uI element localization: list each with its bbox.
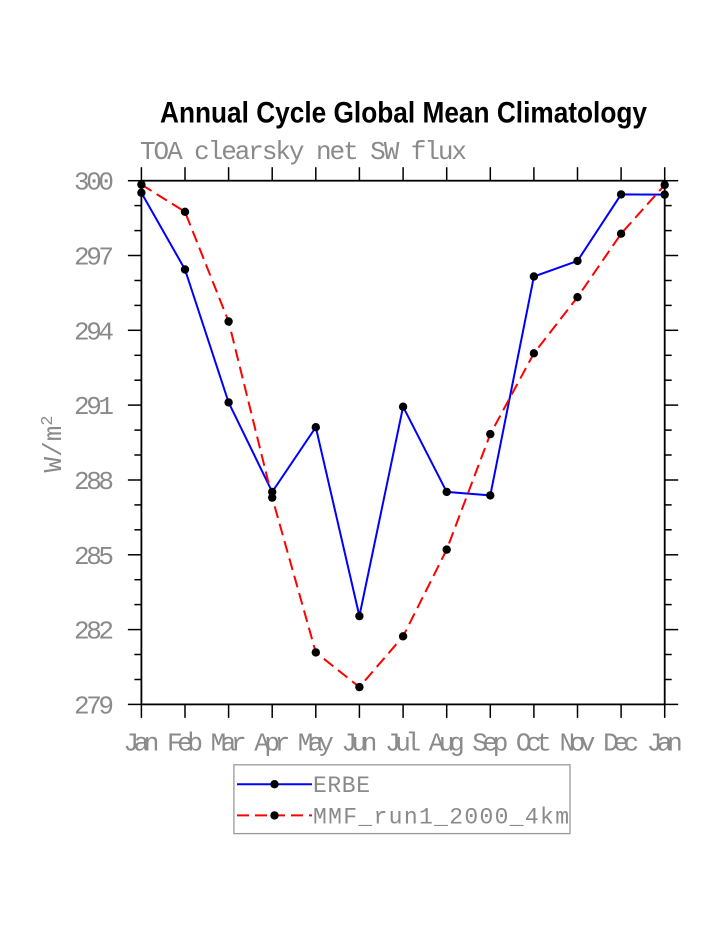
svg-text:282: 282 (74, 617, 114, 647)
svg-text:TOA clearsky net SW flux: TOA clearsky net SW flux (140, 137, 467, 167)
svg-text:294: 294 (74, 317, 114, 347)
svg-text:297: 297 (74, 243, 114, 273)
svg-text:Sep: Sep (472, 729, 508, 759)
svg-text:291: 291 (74, 392, 114, 422)
svg-text:Aug: Aug (429, 729, 465, 759)
svg-text:Jan: Jan (647, 729, 683, 759)
svg-text:Jun: Jun (341, 729, 377, 759)
svg-text:285: 285 (74, 542, 114, 572)
svg-text:Jul: Jul (385, 729, 421, 759)
svg-text:Oct: Oct (516, 729, 552, 759)
svg-text:Jan: Jan (123, 729, 159, 759)
svg-text:Annual Cycle Global Mean Clima: Annual Cycle Global Mean Climatology (160, 96, 647, 129)
svg-text:Apr: Apr (254, 729, 290, 759)
svg-text:May: May (298, 729, 334, 759)
svg-text:Nov: Nov (560, 729, 596, 759)
svg-text:MMF_run1_2000_4km: MMF_run1_2000_4km (313, 804, 569, 830)
svg-text:Mar: Mar (211, 729, 247, 759)
svg-text:288: 288 (74, 467, 114, 497)
svg-text:279: 279 (74, 691, 114, 721)
svg-text:Feb: Feb (167, 729, 203, 759)
svg-text:300: 300 (74, 168, 114, 198)
svg-text:Dec: Dec (603, 729, 639, 759)
svg-text:ERBE: ERBE (313, 773, 370, 799)
